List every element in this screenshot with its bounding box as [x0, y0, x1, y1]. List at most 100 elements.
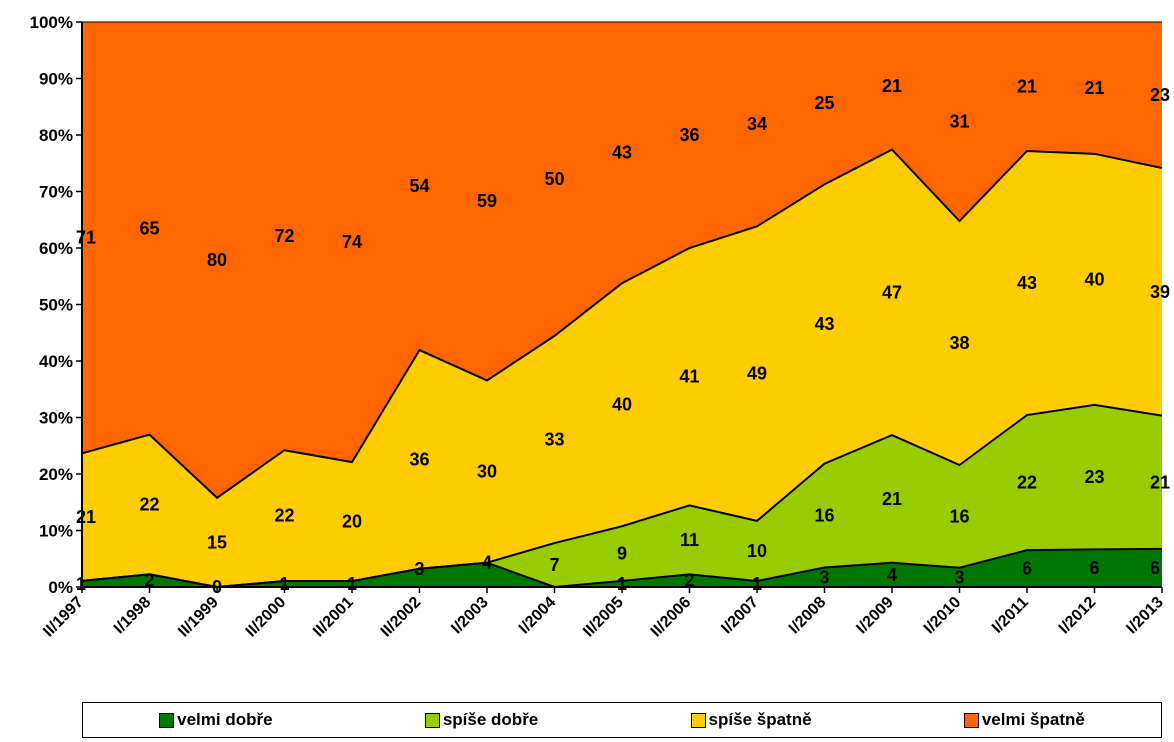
y-tick-label: 70% — [39, 183, 73, 202]
data-label: 11 — [680, 530, 699, 550]
data-label: 20 — [342, 512, 362, 532]
data-label: 6 — [1150, 558, 1160, 578]
data-label: 2 — [144, 571, 154, 591]
x-tick-label: I/2003 — [448, 594, 492, 638]
area-velmi-spatne — [82, 22, 1162, 498]
data-label: 40 — [1084, 269, 1104, 289]
data-label: 65 — [139, 218, 159, 238]
data-label: 71 — [76, 228, 96, 248]
y-tick-label: 0% — [48, 578, 73, 597]
y-tick-label: 10% — [39, 522, 73, 541]
data-label: 21 — [1017, 76, 1037, 96]
data-label: 50 — [544, 169, 564, 189]
data-label: 6 — [1089, 558, 1099, 578]
data-label: 36 — [409, 449, 429, 469]
data-label: 36 — [679, 125, 699, 145]
legend-label: spíše špatně — [708, 710, 812, 729]
outline-spise-dobre — [81, 403, 1163, 589]
data-label: 38 — [949, 333, 969, 353]
x-tick-label: I/2010 — [921, 594, 965, 638]
x-tick-label: II/2000 — [243, 594, 290, 641]
data-label: 47 — [882, 282, 902, 302]
y-tick-label: 30% — [39, 409, 73, 428]
y-tick-label: 40% — [39, 352, 73, 371]
data-label: 15 — [207, 532, 227, 552]
data-label: 33 — [544, 429, 564, 449]
x-tick-label: II/2005 — [580, 594, 627, 641]
data-label: 3 — [819, 567, 829, 587]
x-tick-label: II/2006 — [648, 594, 695, 641]
data-label: 9 — [617, 544, 627, 564]
stacked-area-chart: 1201112134366634791110162116222321212215… — [30, 13, 1171, 641]
legend-item-velmi-spatne: velmi špatně — [963, 710, 1085, 730]
data-label: 22 — [139, 494, 159, 514]
legend-label: velmi špatně — [981, 710, 1085, 729]
x-tick-label: I/2013 — [1123, 594, 1167, 638]
legend-swatch — [159, 712, 175, 728]
x-tick-label: II/1999 — [175, 594, 222, 641]
legend-label: spíše dobře — [442, 710, 539, 729]
y-tick-label: 20% — [39, 465, 73, 484]
data-label: 1 — [617, 574, 627, 594]
legend-swatch — [690, 712, 706, 728]
data-label: 1 — [279, 574, 289, 594]
data-label: 25 — [814, 93, 834, 113]
legend-swatch — [424, 712, 440, 728]
x-tick-label: II/1997 — [40, 594, 87, 641]
data-label: 16 — [949, 506, 969, 526]
legend-item-spise-dobre: spíše dobře — [424, 710, 539, 730]
y-tick-label: 90% — [39, 70, 73, 89]
data-label: 80 — [207, 250, 227, 270]
data-label: 21 — [76, 507, 96, 527]
data-label: 49 — [747, 364, 767, 384]
x-tick-label: I/2007 — [718, 594, 762, 638]
data-label: 43 — [814, 314, 834, 334]
data-label: 54 — [409, 176, 429, 196]
data-label: 10 — [747, 541, 767, 561]
data-label: 4 — [482, 553, 492, 573]
data-label: 21 — [882, 76, 902, 96]
data-labels: 1201112134366634791110162116222321212215… — [76, 76, 1170, 597]
data-label: 74 — [342, 232, 362, 252]
area-spise-dobre — [82, 404, 1162, 587]
data-label: 6 — [1022, 559, 1032, 579]
x-tick-label: I/2012 — [1056, 594, 1100, 638]
y-tick-label: 100% — [30, 13, 73, 32]
data-label: 16 — [814, 506, 834, 526]
x-tick-label: II/2002 — [378, 594, 425, 641]
area-layers — [82, 22, 1162, 587]
outline-spise-spatne — [81, 148, 1163, 500]
legend-item-velmi-dobre: velmi dobře — [159, 710, 273, 730]
data-label: 31 — [949, 112, 969, 132]
data-label: 41 — [679, 367, 699, 387]
data-label: 22 — [1017, 473, 1037, 493]
x-tick-label: I/2009 — [853, 594, 897, 638]
x-tick-label: I/1998 — [111, 594, 155, 638]
data-label: 23 — [1084, 467, 1104, 487]
legend-label: velmi dobře — [177, 710, 273, 729]
data-label: 1 — [752, 574, 762, 594]
series-outlines — [81, 21, 1163, 589]
data-label: 4 — [887, 565, 897, 585]
data-label: 22 — [274, 506, 294, 526]
data-label: 43 — [1017, 273, 1037, 293]
data-label: 21 — [882, 489, 902, 509]
data-label: 23 — [1150, 85, 1170, 105]
y-tick-label: 50% — [39, 296, 73, 315]
x-tick-label: I/2004 — [516, 594, 560, 638]
data-label: 7 — [549, 555, 559, 575]
data-label: 43 — [612, 143, 632, 163]
y-tick-label: 60% — [39, 239, 73, 258]
data-label: 30 — [477, 462, 497, 482]
data-label: 59 — [477, 191, 497, 211]
y-tick-label: 80% — [39, 126, 73, 145]
data-label: 21 — [1150, 472, 1170, 492]
data-label: 21 — [1084, 78, 1104, 98]
data-label: 39 — [1150, 282, 1170, 302]
area-velmi-dobre — [82, 548, 1162, 587]
data-label: 34 — [747, 114, 767, 134]
x-tick-label: I/2008 — [786, 594, 830, 638]
data-label: 3 — [414, 559, 424, 579]
legend: velmi dobře spíše dobře spíše špatně vel… — [82, 702, 1162, 738]
data-label: 40 — [612, 395, 632, 415]
